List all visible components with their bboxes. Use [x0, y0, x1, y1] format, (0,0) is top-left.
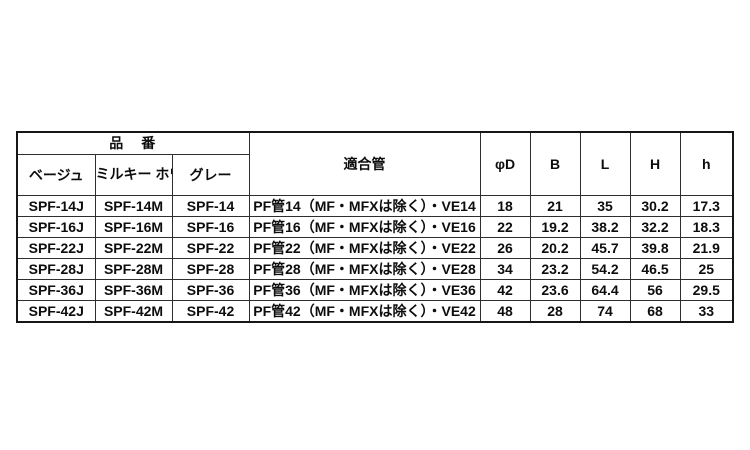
cell-gray-code: SPF-28: [171, 257, 250, 280]
cell-compatible-pipe: PF管14（MF・MFXは除く）・VE14: [248, 194, 481, 217]
cell-l: 38.2: [579, 215, 631, 238]
cell-b: 23.2: [529, 257, 581, 280]
cell-beige-code: SPF-22J: [16, 236, 96, 259]
cell-gray-code: SPF-16: [171, 215, 250, 238]
cell-h-small: 17.3: [679, 194, 734, 217]
product-spec-table-container: 品 番 適合管 φD B L H h ベージュ ミルキー ホワイト グレー SP…: [16, 131, 734, 323]
header-milky-white: ミルキー ホワイト: [94, 153, 173, 196]
header-beige: ベージュ: [16, 153, 96, 196]
cell-dia: 34: [479, 257, 531, 280]
cell-milky-white-code: SPF-28M: [94, 257, 173, 280]
cell-h-cap: 39.8: [629, 236, 681, 259]
cell-milky-white-code: SPF-16M: [94, 215, 173, 238]
cell-b: 28: [529, 299, 581, 322]
header-h-small: h: [679, 131, 734, 196]
cell-gray-code: SPF-14: [171, 194, 250, 217]
cell-compatible-pipe: PF管28（MF・MFXは除く）・VE28: [248, 257, 481, 280]
header-row-colors: ベージュ ミルキー ホワイト グレー: [16, 153, 733, 196]
cell-compatible-pipe: PF管36（MF・MFXは除く）・VE36: [248, 278, 481, 301]
cell-milky-white-code: SPF-42M: [94, 299, 173, 322]
table-row: SPF-14J SPF-14M SPF-14 PF管14（MF・MFXは除く）・…: [16, 194, 734, 217]
cell-milky-white-code: SPF-14M: [94, 194, 173, 217]
cell-h-small: 29.5: [679, 278, 734, 301]
cell-compatible-pipe: PF管16（MF・MFXは除く）・VE16: [248, 215, 481, 238]
cell-beige-code: SPF-28J: [16, 257, 96, 280]
cell-h-cap: 68: [629, 299, 681, 322]
cell-compatible-pipe: PF管22（MF・MFXは除く）・VE22: [248, 236, 481, 259]
cell-gray-code: SPF-42: [171, 299, 250, 322]
cell-b: 21: [529, 194, 581, 217]
cell-h-small: 18.3: [679, 215, 734, 238]
cell-h-small: 21.9: [679, 236, 734, 259]
header-h-cap: H: [629, 131, 681, 196]
cell-b: 19.2: [529, 215, 581, 238]
cell-dia: 18: [479, 194, 531, 217]
table-row: SPF-22J SPF-22M SPF-22 PF管22（MF・MFXは除く）・…: [16, 236, 734, 259]
cell-milky-white-code: SPF-36M: [94, 278, 173, 301]
table-row: SPF-28J SPF-28M SPF-28 PF管28（MF・MFXは除く）・…: [16, 257, 734, 280]
header-l: L: [579, 131, 631, 196]
cell-beige-code: SPF-14J: [16, 194, 96, 217]
cell-h-cap: 32.2: [629, 215, 681, 238]
cell-compatible-pipe: PF管42（MF・MFXは除く）・VE42: [248, 299, 481, 322]
cell-l: 64.4: [579, 278, 631, 301]
table-row: SPF-16J SPF-16M SPF-16 PF管16（MF・MFXは除く）・…: [16, 215, 734, 238]
header-part-number: 品 番: [16, 131, 250, 155]
cell-milky-white-code: SPF-22M: [94, 236, 173, 259]
cell-h-cap: 46.5: [629, 257, 681, 280]
header-row-part-number: 品 番 適合管 φD B L H h: [16, 131, 734, 196]
cell-gray-code: SPF-36: [171, 278, 250, 301]
header-gray: グレー: [171, 153, 250, 196]
cell-h-cap: 30.2: [629, 194, 681, 217]
cell-b: 23.6: [529, 278, 581, 301]
cell-l: 35: [579, 194, 631, 217]
header-compatible-pipe: 適合管: [248, 131, 481, 196]
cell-h-small: 33: [679, 299, 734, 322]
cell-h-small: 25: [679, 257, 734, 280]
cell-b: 20.2: [529, 236, 581, 259]
table-row: SPF-42J SPF-42M SPF-42 PF管42（MF・MFXは除く）・…: [16, 299, 734, 322]
cell-gray-code: SPF-22: [171, 236, 250, 259]
table-row: SPF-36J SPF-36M SPF-36 PF管36（MF・MFXは除く）・…: [16, 278, 734, 301]
cell-dia: 22: [479, 215, 531, 238]
cell-dia: 42: [479, 278, 531, 301]
cell-l: 74: [579, 299, 631, 322]
product-spec-table: 品 番 適合管 φD B L H h ベージュ ミルキー ホワイト グレー SP…: [16, 131, 734, 323]
cell-beige-code: SPF-36J: [16, 278, 96, 301]
cell-beige-code: SPF-42J: [16, 299, 96, 322]
cell-beige-code: SPF-16J: [16, 215, 96, 238]
cell-l: 45.7: [579, 236, 631, 259]
cell-h-cap: 56: [629, 278, 681, 301]
cell-dia: 48: [479, 299, 531, 322]
header-b: B: [529, 131, 581, 196]
cell-dia: 26: [479, 236, 531, 259]
cell-l: 54.2: [579, 257, 631, 280]
header-dia: φD: [479, 131, 531, 196]
